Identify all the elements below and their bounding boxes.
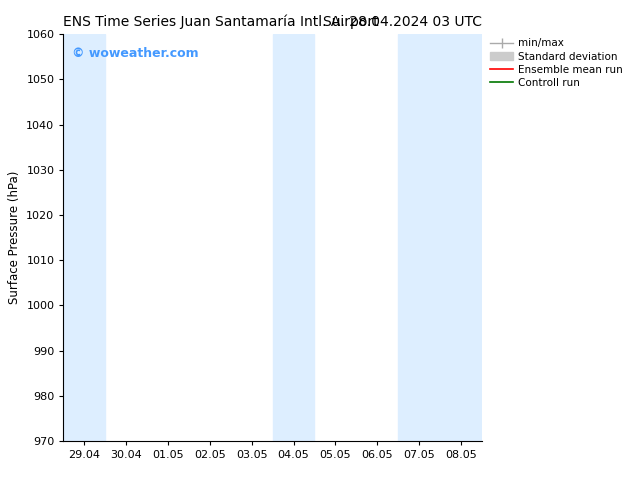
Legend: min/max, Standard deviation, Ensemble mean run, Controll run: min/max, Standard deviation, Ensemble me…: [486, 34, 627, 92]
Text: ENS Time Series Juan Santamaría Intl. Airport: ENS Time Series Juan Santamaría Intl. Ai…: [63, 15, 379, 29]
Y-axis label: Surface Pressure (hPa): Surface Pressure (hPa): [8, 171, 21, 304]
Bar: [398, 34, 482, 441]
Text: Su. 28.04.2024 03 UTC: Su. 28.04.2024 03 UTC: [323, 15, 482, 29]
Text: © woweather.com: © woweather.com: [72, 47, 198, 59]
Bar: [63, 34, 105, 441]
Bar: [273, 34, 314, 441]
